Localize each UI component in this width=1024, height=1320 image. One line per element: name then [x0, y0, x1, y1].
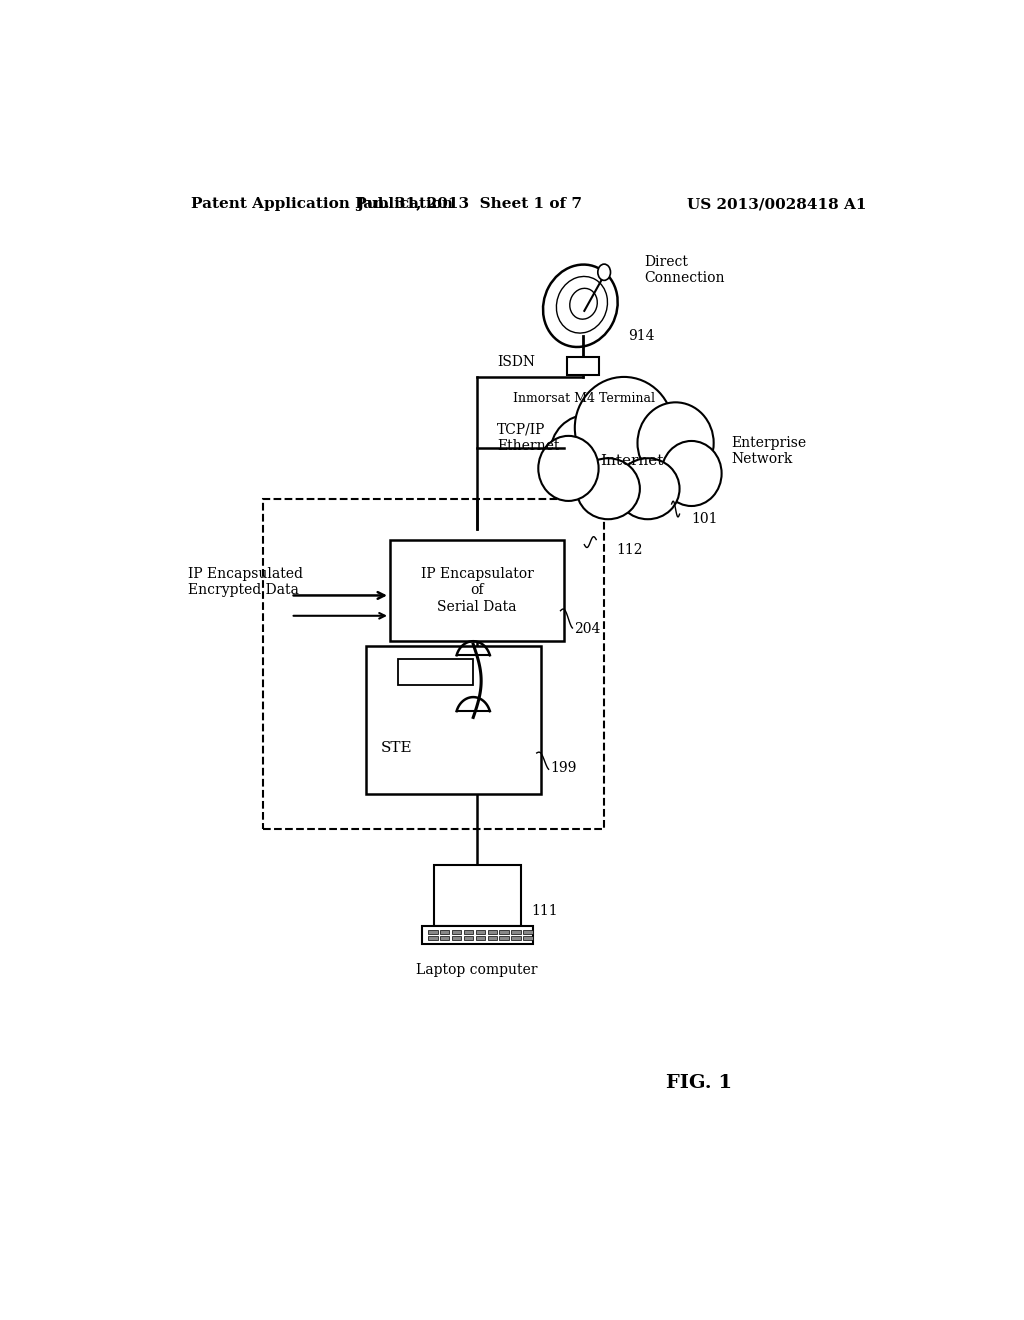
- FancyBboxPatch shape: [523, 929, 532, 935]
- Ellipse shape: [662, 441, 722, 506]
- FancyBboxPatch shape: [500, 936, 509, 940]
- FancyBboxPatch shape: [523, 936, 532, 940]
- FancyBboxPatch shape: [452, 936, 462, 940]
- Ellipse shape: [539, 436, 599, 500]
- FancyBboxPatch shape: [440, 929, 450, 935]
- FancyBboxPatch shape: [452, 929, 462, 935]
- FancyBboxPatch shape: [464, 936, 473, 940]
- Ellipse shape: [616, 458, 680, 519]
- Circle shape: [598, 264, 610, 280]
- Text: ISDN: ISDN: [489, 656, 527, 671]
- Text: 204: 204: [574, 622, 600, 636]
- FancyBboxPatch shape: [433, 865, 521, 925]
- Text: TCP/IP
Ethernet: TCP/IP Ethernet: [497, 422, 559, 453]
- Text: Direct
Connection: Direct Connection: [644, 255, 724, 285]
- Text: 112: 112: [616, 543, 643, 557]
- Text: 111: 111: [531, 903, 558, 917]
- Text: Jan. 31, 2013  Sheet 1 of 7: Jan. 31, 2013 Sheet 1 of 7: [356, 197, 583, 211]
- Text: IP Encapsulator
of
Serial Data: IP Encapsulator of Serial Data: [421, 568, 534, 614]
- FancyBboxPatch shape: [487, 929, 497, 935]
- FancyBboxPatch shape: [464, 929, 473, 935]
- Text: Laptop computer: Laptop computer: [417, 964, 538, 977]
- Text: Inmorsat M4 Terminal: Inmorsat M4 Terminal: [513, 392, 655, 405]
- Ellipse shape: [638, 403, 714, 483]
- Text: ISDN: ISDN: [497, 355, 535, 368]
- FancyBboxPatch shape: [367, 647, 541, 793]
- FancyBboxPatch shape: [390, 540, 564, 642]
- Text: 101: 101: [691, 512, 718, 527]
- FancyBboxPatch shape: [397, 660, 473, 685]
- Text: IP Encapsulated
Encrypted Data: IP Encapsulated Encrypted Data: [187, 568, 302, 598]
- Ellipse shape: [543, 264, 617, 347]
- FancyBboxPatch shape: [475, 929, 485, 935]
- FancyBboxPatch shape: [500, 929, 509, 935]
- Text: STE: STE: [380, 741, 412, 755]
- FancyBboxPatch shape: [475, 936, 485, 940]
- Ellipse shape: [550, 414, 627, 492]
- Text: US 2013/0028418 A1: US 2013/0028418 A1: [686, 197, 866, 211]
- FancyBboxPatch shape: [487, 936, 497, 940]
- Text: 914: 914: [628, 329, 654, 343]
- FancyBboxPatch shape: [567, 356, 599, 375]
- FancyBboxPatch shape: [511, 936, 521, 940]
- FancyBboxPatch shape: [428, 929, 437, 935]
- Text: FIG. 1: FIG. 1: [667, 1074, 732, 1093]
- FancyBboxPatch shape: [440, 936, 450, 940]
- Text: Internet: Internet: [600, 454, 664, 469]
- Ellipse shape: [574, 378, 673, 479]
- Text: 199: 199: [550, 762, 577, 775]
- FancyBboxPatch shape: [422, 925, 532, 944]
- Ellipse shape: [577, 458, 640, 519]
- FancyBboxPatch shape: [428, 936, 437, 940]
- Text: Enterprise
Network: Enterprise Network: [731, 436, 806, 466]
- FancyBboxPatch shape: [511, 929, 521, 935]
- Text: Patent Application Publication: Patent Application Publication: [191, 197, 454, 211]
